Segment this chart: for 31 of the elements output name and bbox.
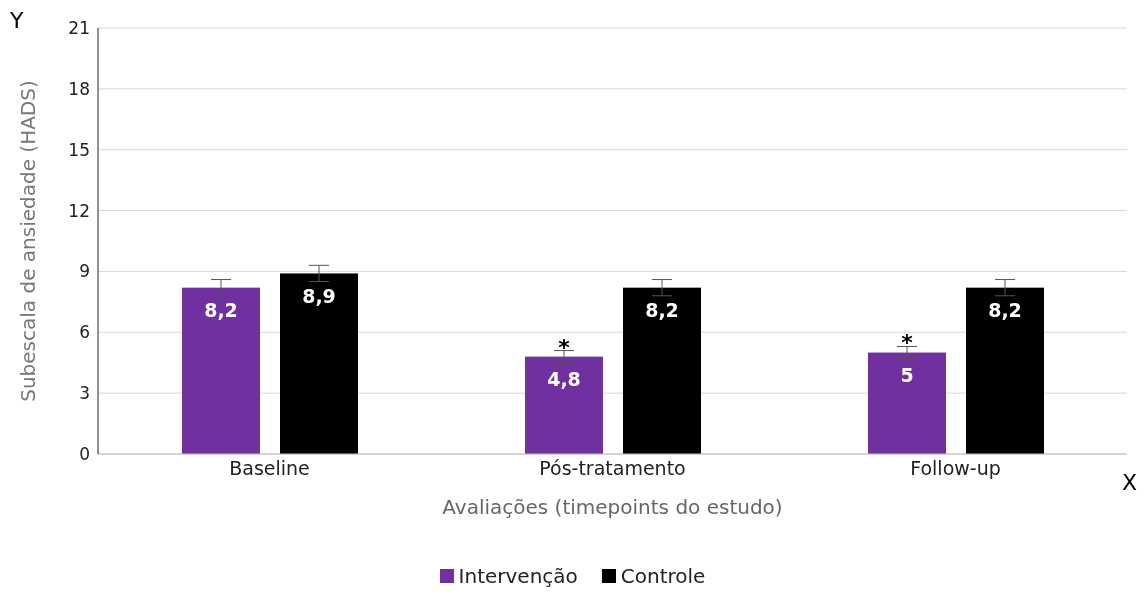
y-axis-title: Subescala de ansiedade (HADS) [16, 80, 41, 402]
legend-label: Intervenção [457, 564, 578, 588]
legend-label: Controle [619, 564, 706, 588]
text: X [1121, 470, 1137, 495]
data-label: 8,9 [302, 284, 336, 307]
y-tick-label: 6 [79, 322, 90, 343]
x-axis-title: Avaliações (timepoints do estudo) [442, 495, 783, 519]
bar [868, 352, 946, 454]
bar [525, 356, 603, 454]
y-tick-label: 9 [79, 261, 90, 282]
y-tick-label: 12 [68, 200, 90, 221]
x-tick-label: Pós-tratamento [539, 457, 686, 480]
data-label: 8,2 [204, 299, 238, 322]
bar [182, 287, 260, 454]
y-tick-label: 15 [68, 139, 90, 160]
text: Y [10, 8, 24, 33]
y-tick-label: 21 [68, 18, 90, 39]
y-tick-label: 0 [79, 444, 90, 465]
y-tick-label: 3 [79, 383, 90, 404]
annotation: * [901, 330, 914, 356]
bar [623, 287, 701, 454]
bar [966, 287, 1044, 454]
y-tick-label: 18 [68, 78, 90, 99]
data-label: 5 [900, 364, 914, 387]
x-tick-label: Follow-up [910, 457, 1001, 480]
x-tick-label: Baseline [229, 457, 310, 480]
bar [280, 273, 358, 454]
data-label: 4,8 [547, 368, 581, 391]
data-label: 8,2 [645, 299, 679, 322]
data-label: 8,2 [988, 299, 1022, 322]
annotation: * [558, 334, 571, 360]
